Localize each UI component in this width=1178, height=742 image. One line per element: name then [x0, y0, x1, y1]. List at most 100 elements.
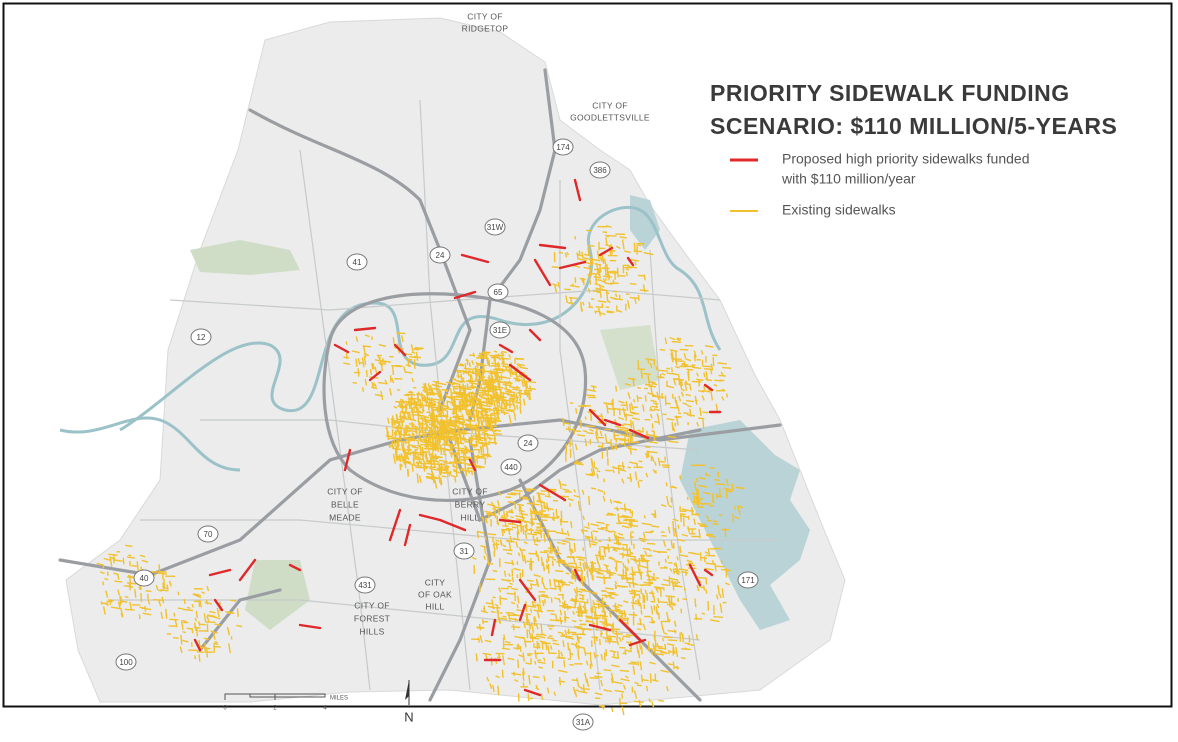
existing-sidewalk	[408, 401, 411, 409]
proposed-sidewalk	[498, 518, 522, 524]
existing-sidewalk	[597, 551, 600, 555]
existing-sidewalk	[530, 502, 534, 509]
existing-sidewalk	[662, 627, 665, 634]
existing-sidewalk	[512, 537, 520, 541]
existing-sidewalk	[476, 457, 479, 464]
existing-sidewalk	[605, 224, 612, 229]
existing-sidewalk	[647, 359, 650, 364]
existing-sidewalk	[195, 611, 199, 619]
existing-sidewalk	[495, 371, 503, 374]
existing-sidewalk	[720, 371, 724, 376]
route-number: 174	[556, 143, 570, 152]
existing-sidewalk	[99, 571, 105, 575]
existing-sidewalk	[654, 653, 664, 656]
existing-sidewalk	[686, 496, 689, 500]
existing-sidewalk	[453, 399, 457, 408]
existing-sidewalk	[459, 437, 467, 440]
existing-sidewalk	[166, 584, 169, 589]
existing-sidewalk	[565, 295, 569, 304]
existing-sidewalk	[479, 401, 486, 404]
existing-sidewalk	[684, 570, 687, 576]
existing-sidewalk	[464, 440, 472, 443]
route-number: 31A	[576, 718, 591, 727]
existing-sidewalk	[506, 592, 516, 595]
existing-sidewalk	[513, 647, 521, 650]
existing-sidewalk	[406, 411, 410, 418]
existing-sidewalk	[447, 430, 456, 433]
existing-sidewalk	[165, 608, 168, 619]
existing-sidewalk	[412, 412, 415, 420]
route-number: 41	[353, 258, 362, 267]
existing-sidewalk	[455, 370, 462, 374]
existing-sidewalk	[446, 431, 450, 439]
scale-unit: MILES	[330, 696, 348, 702]
existing-sidewalk	[463, 371, 469, 375]
existing-sidewalk	[505, 409, 515, 413]
existing-sidewalk	[409, 397, 413, 403]
existing-sidewalk	[699, 524, 709, 528]
existing-sidewalk	[628, 547, 632, 555]
existing-sidewalk	[198, 599, 203, 608]
existing-sidewalk	[492, 419, 502, 422]
existing-sidewalk	[611, 469, 615, 474]
existing-sidewalk	[625, 518, 636, 521]
existing-sidewalk	[680, 388, 685, 392]
existing-sidewalk	[490, 365, 501, 367]
existing-sidewalk	[646, 574, 651, 578]
existing-sidewalk	[193, 655, 197, 660]
existing-sidewalk	[427, 476, 438, 479]
existing-sidewalk	[462, 447, 467, 451]
existing-sidewalk	[439, 419, 446, 423]
existing-sidewalk	[468, 401, 479, 405]
county	[65, 17, 846, 706]
existing-sidewalk	[670, 540, 674, 549]
existing-sidewalk	[562, 417, 565, 427]
existing-sidewalk	[607, 640, 617, 643]
existing-sidewalk	[395, 413, 399, 422]
existing-sidewalk	[604, 639, 607, 643]
existing-sidewalk	[142, 612, 152, 616]
existing-sidewalk	[516, 524, 525, 528]
existing-sidewalk	[570, 575, 574, 580]
existing-sidewalk	[403, 431, 408, 434]
existing-sidewalk	[714, 379, 722, 382]
existing-sidewalk	[505, 513, 508, 518]
existing-sidewalk	[542, 633, 547, 637]
city-labels: CITY OF RIDGETOP CITY OF GOODLETTSVILLE …	[327, 11, 649, 636]
existing-sidewalk	[577, 434, 586, 437]
existing-sidewalk	[161, 596, 165, 604]
existing-sidewalk	[491, 599, 495, 610]
existing-sidewalk	[604, 433, 608, 443]
existing-sidewalk	[726, 393, 729, 398]
existing-sidewalk	[622, 635, 631, 638]
existing-sidewalk	[460, 392, 464, 400]
existing-sidewalk	[534, 539, 541, 543]
existing-sidewalk	[680, 631, 684, 637]
existing-sidewalk	[674, 581, 678, 586]
existing-sidewalk	[686, 559, 693, 563]
route-number: 31	[460, 547, 469, 556]
existing-sidewalk	[681, 571, 689, 574]
existing-sidewalk	[595, 287, 606, 291]
existing-sidewalk	[666, 643, 675, 646]
existing-sidewalk	[136, 561, 139, 571]
proposed-sidewalk	[438, 518, 467, 532]
route-shield	[552, 138, 574, 156]
existing-sidewalk	[664, 337, 668, 345]
existing-sidewalk	[535, 684, 538, 689]
existing-sidewalk	[608, 536, 612, 542]
existing-sidewalk	[490, 501, 494, 506]
existing-sidewalk	[405, 353, 413, 356]
existing-sidewalk	[549, 578, 552, 587]
existing-sidewalk	[583, 576, 587, 583]
existing-sidewalk	[660, 504, 667, 508]
existing-sidewalk	[578, 258, 587, 262]
existing-sidewalk	[486, 676, 490, 682]
existing-sidewalk	[680, 391, 684, 397]
existing-sidewalk	[595, 428, 599, 436]
existing-sidewalk	[710, 392, 714, 401]
existing-sidewalk	[482, 454, 492, 458]
existing-sidewalk	[552, 512, 555, 522]
existing-sidewalk	[557, 281, 561, 289]
existing-sidewalk	[568, 581, 574, 585]
